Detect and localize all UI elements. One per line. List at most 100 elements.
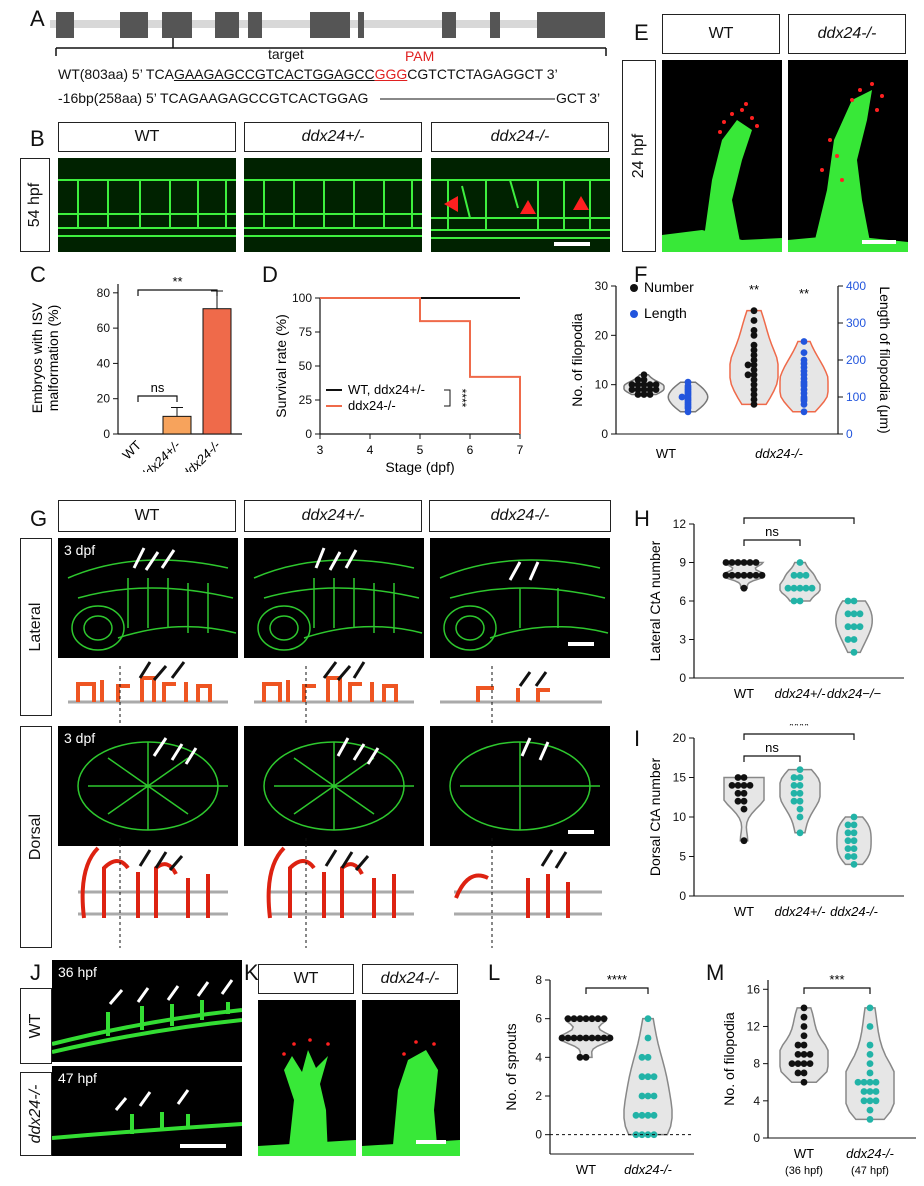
data-point — [740, 789, 748, 797]
significance-bracket — [743, 517, 855, 524]
data-point — [806, 1060, 814, 1068]
scale-bar — [180, 1144, 226, 1148]
data-point — [644, 1111, 652, 1119]
data-point — [790, 597, 798, 605]
g-header-wt: WT — [58, 500, 236, 532]
data-point-number — [750, 341, 758, 349]
data-point — [740, 559, 748, 566]
exon — [56, 12, 74, 38]
j-row-wt-label: WT — [27, 1013, 44, 1039]
y-axis-label: Lateral CtA number — [647, 540, 663, 661]
data-point — [850, 821, 858, 829]
scale-bar — [862, 240, 896, 244]
data-point-number — [750, 391, 758, 398]
k-header-mut: ddx24-/- — [362, 964, 458, 994]
data-point — [866, 1023, 874, 1030]
x-tick-label: 6 — [467, 443, 474, 457]
data-point — [850, 636, 858, 643]
data-point-number — [646, 386, 654, 393]
data-point — [644, 1053, 652, 1061]
y-tick-label: 5 — [679, 850, 686, 864]
data-point — [746, 782, 754, 789]
panel-label-a: A — [30, 6, 45, 31]
data-point — [866, 1041, 874, 1049]
data-point-number — [750, 376, 758, 384]
y-tick-label: 0 — [535, 1128, 542, 1142]
legend-label-number: Number — [644, 279, 694, 295]
data-point-number — [652, 386, 660, 393]
data-point — [850, 861, 858, 868]
data-point — [638, 1073, 646, 1081]
data-point — [800, 1023, 808, 1030]
g-vasculature-overlay — [67, 547, 609, 948]
e-tip-cell-micrographs — [662, 60, 908, 252]
data-point — [740, 774, 748, 781]
data-point-number — [640, 376, 648, 384]
data-point — [850, 837, 858, 845]
data-point — [866, 1060, 874, 1068]
data-point — [866, 1050, 874, 1058]
data-point — [570, 1015, 578, 1023]
data-point — [582, 1015, 590, 1023]
legend-label: WT, ddx24+/- — [348, 382, 425, 397]
data-point — [850, 813, 858, 821]
data-point — [850, 610, 858, 618]
data-point — [796, 559, 804, 566]
y-tick-label: 30 — [595, 279, 609, 293]
data-point — [850, 597, 858, 605]
significance-bracket — [137, 289, 218, 296]
data-point — [784, 584, 792, 592]
g-lateral-box: Lateral — [20, 538, 52, 716]
panel-label-m: M — [706, 960, 725, 985]
y-tick-label: 3 — [679, 633, 686, 647]
data-point — [796, 774, 804, 781]
data-point — [866, 1078, 874, 1086]
y-tick-label: 0 — [679, 889, 686, 903]
wt-sequence: WT(803aa) 5’ TCAGAAGAGCCGTCACTGGAGCCGGGC… — [58, 66, 558, 82]
data-point — [796, 597, 804, 605]
data-point — [872, 1088, 880, 1095]
data-point-number — [634, 376, 642, 384]
x-sublabel: (36 hpf) — [785, 1165, 823, 1177]
arrowhead-icon — [444, 196, 458, 212]
scale-bar — [554, 242, 590, 246]
significance-bracket — [743, 539, 801, 546]
data-point — [866, 1004, 874, 1012]
data-point — [844, 829, 852, 837]
g-dorsal-label: Dorsal — [27, 813, 44, 861]
data-point — [796, 829, 804, 837]
significance-label: *** — [829, 972, 844, 987]
scale-bar — [568, 830, 594, 834]
x-tick-label: WT — [734, 686, 754, 701]
data-point — [856, 610, 864, 618]
y-tick-label: 8 — [753, 1057, 760, 1071]
y-tick-label: 75 — [299, 325, 313, 339]
data-point-number — [634, 391, 642, 398]
data-point — [844, 636, 852, 643]
b-isv-micrographs — [58, 158, 610, 252]
panel-label-e: E — [634, 20, 649, 45]
chart-f: 0 10 20 30 No. of filopodia 0 100 200 300 400 Leng… — [572, 279, 893, 461]
data-point — [844, 837, 852, 845]
wt-seq-prefix: WT(803aa) 5’ TCA — [58, 66, 174, 82]
legend-dot-number — [630, 284, 638, 292]
data-point — [600, 1015, 608, 1023]
data-point — [872, 1097, 880, 1105]
x-tick-label: 3 — [317, 443, 324, 457]
g-dorsal-box: Dorsal — [20, 726, 52, 948]
g-stage-label: 3 dpf — [64, 542, 96, 558]
panel-label-h: H — [634, 506, 650, 531]
data-point-number — [750, 386, 758, 393]
mut-seq-suffix: GCT 3’ — [556, 90, 601, 106]
data-point — [796, 571, 804, 579]
micrograph-het — [244, 158, 422, 252]
y-tick-label: 0 — [601, 427, 608, 441]
y-tick-label: 0 — [305, 427, 312, 441]
data-point — [866, 1069, 874, 1077]
data-point-number — [750, 327, 758, 334]
data-point — [740, 805, 748, 813]
data-point-number — [640, 381, 648, 389]
data-point-number — [750, 371, 758, 379]
data-point — [788, 1060, 796, 1068]
scale-bar — [416, 1140, 446, 1144]
